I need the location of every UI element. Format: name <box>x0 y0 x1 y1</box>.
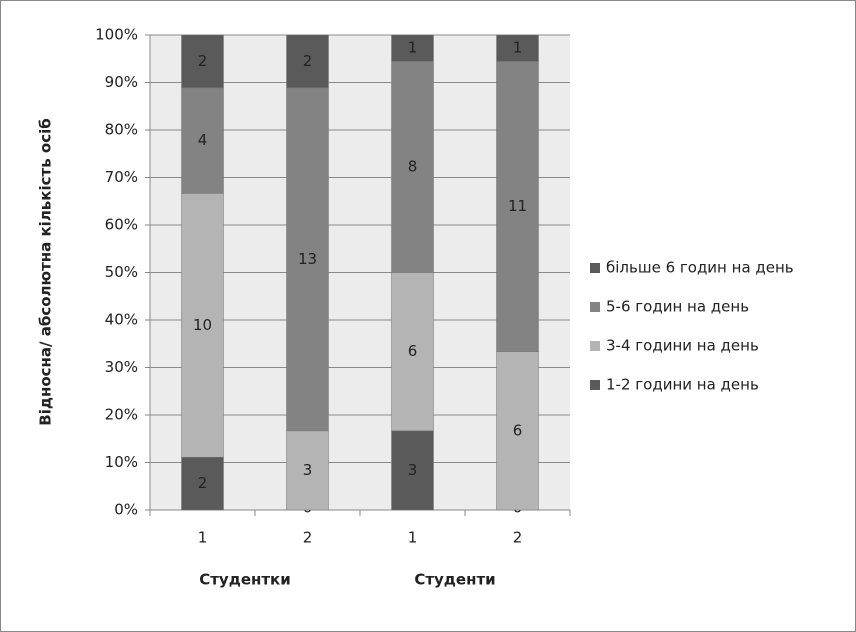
y-tick-label: 80% <box>105 121 138 139</box>
bar-segment <box>391 34 434 62</box>
x-tick-label: 1 <box>198 529 208 547</box>
data-label: 2 <box>198 52 208 70</box>
x-tick-label: 2 <box>513 529 523 547</box>
data-label: 2 <box>303 52 313 70</box>
bar-segment <box>181 193 224 458</box>
legend-label: 5-6 годин на день <box>606 298 749 316</box>
y-tick-label: 50% <box>105 263 138 281</box>
data-label: 1 <box>513 39 523 57</box>
bar-segment <box>496 61 539 352</box>
bar-segment <box>286 430 329 511</box>
bar-segment <box>391 430 434 511</box>
y-tick-label: 90% <box>105 73 138 91</box>
bar-segment <box>391 61 434 273</box>
y-tick-label: 10% <box>105 453 138 471</box>
y-tick-label: 30% <box>105 358 138 376</box>
bar-segment <box>181 34 224 89</box>
group-label: Студентки <box>199 571 291 589</box>
bar-segment <box>181 87 224 194</box>
bar-segment <box>286 34 329 89</box>
legend-swatch <box>590 380 600 390</box>
x-tick-label: 2 <box>303 529 313 547</box>
y-tick-label: 100% <box>95 26 138 44</box>
data-label: 3 <box>408 461 418 479</box>
y-tick-label: 20% <box>105 406 138 424</box>
y-axis-title: Відносна/ абсолютна кількість осіб <box>37 118 55 425</box>
bar-segment <box>286 87 329 432</box>
bar-segment <box>181 456 224 511</box>
y-tick-label: 60% <box>105 216 138 234</box>
data-label: 11 <box>508 197 527 215</box>
data-label: 4 <box>198 131 208 149</box>
data-label: 13 <box>298 250 317 268</box>
y-tick-label: 70% <box>105 168 138 186</box>
data-label: 10 <box>193 316 212 334</box>
group-label: Студенти <box>414 571 495 589</box>
legend-swatch <box>590 263 600 273</box>
data-label: 6 <box>513 421 523 439</box>
y-tick-label: 40% <box>105 311 138 329</box>
bar-segment <box>391 272 434 432</box>
data-label: 2 <box>198 474 208 492</box>
data-label: 3 <box>303 461 313 479</box>
bar-segment <box>496 34 539 62</box>
legend-swatch <box>590 341 600 351</box>
data-label: 8 <box>408 157 418 175</box>
y-tick-label: 0% <box>114 501 138 519</box>
legend-swatch <box>590 302 600 312</box>
legend-label: більше 6 годин на день <box>606 259 794 277</box>
bar-segment <box>496 351 539 511</box>
data-label: 6 <box>408 342 418 360</box>
legend-label: 3-4 години на день <box>606 337 759 355</box>
x-tick-label: 1 <box>408 529 418 547</box>
legend-label: 1-2 години на день <box>606 376 759 394</box>
data-label: 1 <box>408 39 418 57</box>
